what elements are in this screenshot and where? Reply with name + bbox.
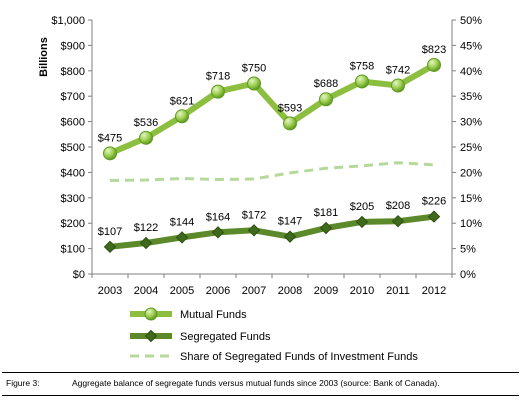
y-left-tick-label: $300 — [61, 193, 85, 205]
data-point — [391, 78, 405, 93]
y-right-tick-label: 50% — [460, 15, 482, 27]
legend-label: Mutual Funds — [180, 309, 247, 321]
y-right-tick-label: 0% — [460, 269, 476, 281]
data-point — [211, 226, 225, 239]
x-tick-label: 2003 — [98, 285, 122, 297]
data-point — [319, 221, 333, 235]
series-line-segregated-funds — [107, 213, 437, 250]
y-left-tick-label: $500 — [61, 142, 85, 154]
data-point — [103, 146, 117, 161]
data-point — [283, 116, 297, 131]
y-left-tick-label: $800 — [61, 66, 85, 78]
data-label: $107 — [98, 226, 122, 238]
data-point — [355, 215, 369, 229]
data-label: $742 — [386, 65, 410, 77]
data-label: $122 — [134, 222, 158, 234]
y-left-tick-label: $600 — [61, 117, 85, 129]
y-right-tick-label: 20% — [460, 167, 482, 179]
y-right-tick-label: 10% — [460, 218, 482, 230]
legend-marker — [144, 307, 158, 321]
data-label: $144 — [170, 216, 194, 228]
data-labels: $475 $536 $621 $718 $750 $593 $688 $758 $742 $823… — [98, 44, 446, 238]
data-label: $205 — [350, 201, 374, 213]
data-point — [139, 130, 153, 145]
data-point — [319, 92, 333, 107]
data-point — [211, 84, 225, 99]
series-layer — [103, 57, 441, 254]
data-point — [175, 231, 189, 244]
y-right-tick-label: 25% — [460, 142, 482, 154]
x-tick-label: 2008 — [278, 285, 302, 297]
data-label: $621 — [170, 95, 194, 107]
data-label: $758 — [350, 60, 374, 72]
legend-item: Share of Segregated Funds of Investment … — [130, 351, 418, 363]
data-point — [427, 210, 441, 223]
y-right-tick-label: 40% — [460, 66, 482, 78]
legend-label: Segregated Funds — [180, 331, 271, 343]
data-label: $688 — [314, 78, 338, 90]
data-label: $147 — [278, 216, 302, 228]
data-label: $181 — [314, 207, 338, 219]
data-label: $718 — [206, 71, 230, 83]
data-label: $208 — [386, 200, 410, 212]
y-left-tick-label: $200 — [61, 218, 85, 230]
data-label: $750 — [242, 63, 266, 75]
y-right-tick-label: 35% — [460, 91, 482, 103]
y-left-tick-label: $900 — [61, 40, 85, 52]
y-right-tick-label: 15% — [460, 193, 482, 205]
data-point — [391, 214, 405, 228]
axes: $0 $100 $200 $300 $400 $500 $600 $700 $800 $900 $1… — [38, 15, 482, 297]
data-point — [283, 230, 297, 243]
caption-figure-label: Figure 3: — [6, 378, 40, 388]
y-left-tick-label: $1,000 — [51, 15, 85, 27]
x-tick-label: 2005 — [170, 285, 194, 297]
y-left-tick-label: $700 — [61, 91, 85, 103]
x-tick-label: 2006 — [206, 285, 230, 297]
data-label: $593 — [278, 102, 302, 114]
data-point — [175, 109, 189, 124]
x-tick-label: 2012 — [422, 285, 446, 297]
caption-text: Aggregate balance of segregate funds ver… — [72, 378, 440, 388]
data-point — [103, 240, 117, 254]
x-tick-label: 2009 — [314, 285, 338, 297]
legend-marker — [144, 329, 158, 343]
x-tick-label: 2007 — [242, 285, 266, 297]
y-left-tick-label: $0 — [73, 269, 85, 281]
x-tick-label: 2011 — [386, 285, 410, 297]
legend-item: Segregated Funds — [130, 329, 271, 343]
y-right-tick-label: 5% — [460, 244, 476, 256]
data-point — [355, 74, 369, 89]
figure-caption: Figure 3: Aggregate balance of segregate… — [2, 372, 519, 396]
legend: Mutual Funds Segregated Funds Share of Seg… — [130, 307, 418, 363]
data-label: $226 — [422, 196, 446, 208]
data-point — [247, 76, 261, 91]
data-point — [427, 57, 441, 72]
data-point — [247, 224, 261, 237]
y-right-tick-label: 30% — [460, 117, 482, 129]
x-tick-label: 2010 — [350, 285, 374, 297]
legend-item: Mutual Funds — [130, 307, 247, 321]
y-axis-title: Billions — [38, 37, 50, 77]
data-label: $172 — [242, 209, 266, 221]
x-tick-label: 2004 — [134, 285, 158, 297]
legend-label: Share of Segregated Funds of Investment … — [180, 351, 418, 363]
chart: $0 $100 $200 $300 $400 $500 $600 $700 $800 $900 $1… — [38, 15, 482, 363]
data-label: $823 — [422, 44, 446, 56]
y-right-tick-label: 45% — [460, 40, 482, 52]
data-label: $475 — [98, 132, 122, 144]
data-label: $536 — [134, 117, 158, 129]
data-point — [139, 236, 153, 250]
y-left-tick-label: $100 — [61, 244, 85, 256]
series-line-share — [109, 161, 435, 182]
y-left-tick-label: $400 — [61, 167, 85, 179]
series-line-mutual-funds — [107, 62, 437, 157]
data-label: $164 — [206, 211, 230, 223]
